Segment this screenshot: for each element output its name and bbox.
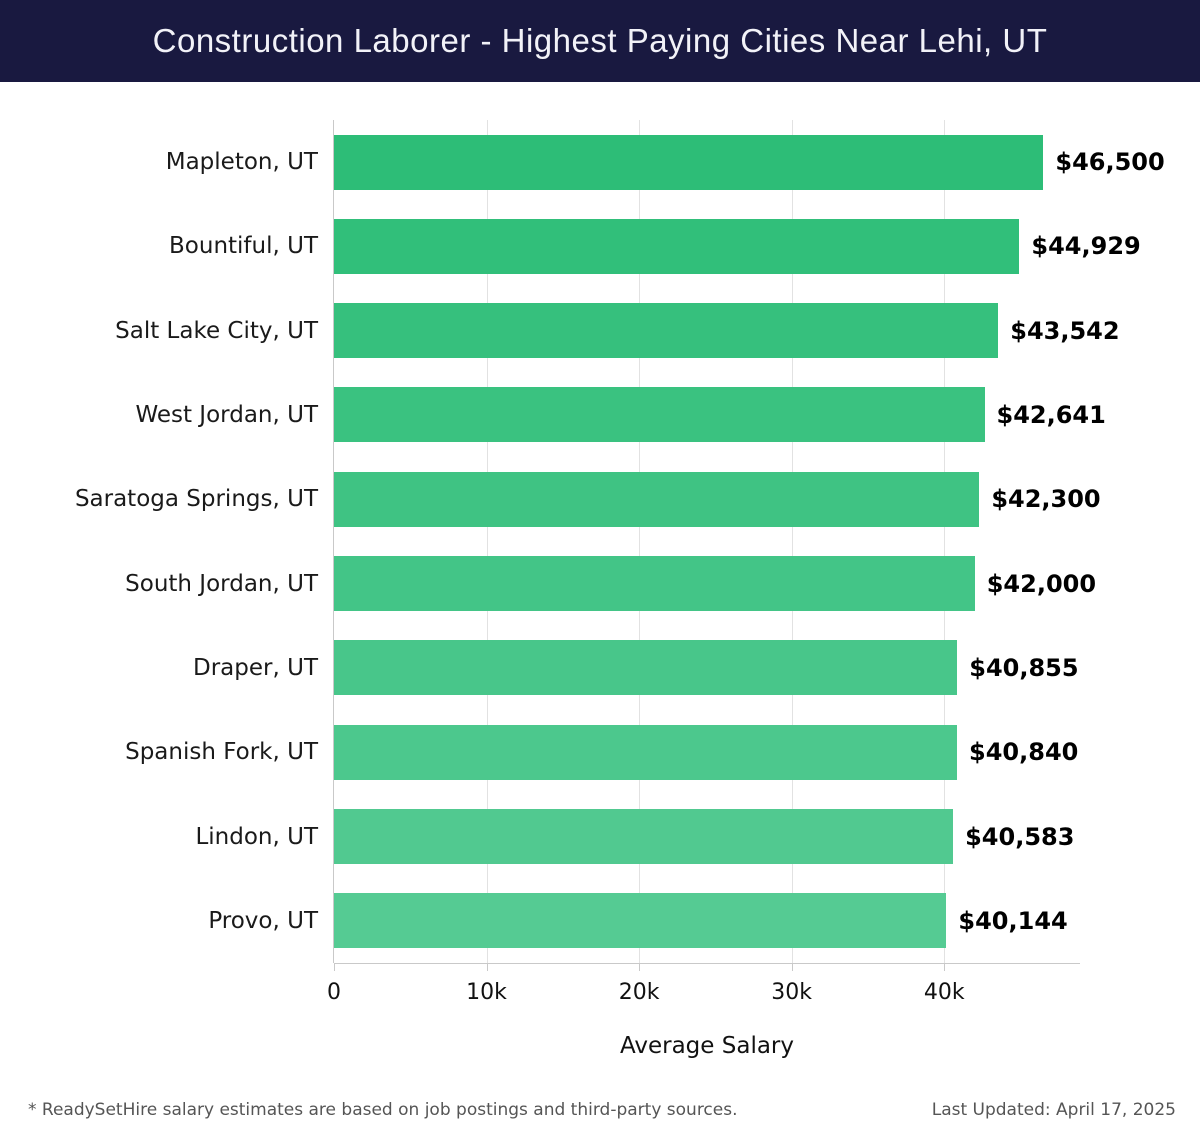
x-tick-mark — [334, 963, 335, 971]
value-label: $42,641 — [996, 401, 1106, 430]
bar — [334, 724, 958, 780]
value-label: $40,855 — [969, 653, 1079, 682]
bar-row: Provo, UT $40,144 — [0, 879, 1200, 963]
header-bar: Construction Laborer - Highest Paying Ci… — [0, 0, 1200, 82]
value-label: $43,542 — [1010, 316, 1120, 345]
category-label: South Jordan, UT — [125, 570, 318, 597]
value-label: $40,840 — [969, 738, 1079, 767]
category-label: Draper, UT — [193, 654, 318, 681]
x-axis-line — [334, 963, 1080, 964]
x-tick-label: 20k — [618, 980, 660, 1005]
bar — [334, 387, 985, 443]
category-label: Spanish Fork, UT — [125, 739, 318, 766]
value-label: $40,144 — [958, 906, 1068, 935]
x-tick-label: 40k — [923, 980, 965, 1005]
bar — [334, 808, 954, 864]
footer-last-updated: Last Updated: April 17, 2025 — [931, 1100, 1176, 1120]
value-label: $46,500 — [1055, 148, 1165, 177]
bar — [334, 218, 1020, 274]
bar — [334, 640, 958, 696]
value-label: $40,583 — [965, 822, 1075, 851]
x-tick-label: 0 — [327, 980, 341, 1005]
y-axis-line — [333, 120, 334, 963]
bar-row: South Jordan, UT $42,000 — [0, 542, 1200, 626]
bar-row: Spanish Fork, UT $40,840 — [0, 710, 1200, 794]
bar — [334, 303, 999, 359]
bar-row: Mapleton, UT $46,500 — [0, 120, 1200, 204]
category-label: Salt Lake City, UT — [115, 317, 318, 344]
bar-row: Lindon, UT $40,583 — [0, 794, 1200, 878]
value-label: $42,000 — [986, 569, 1097, 598]
bar-row: West Jordan, UT $42,641 — [0, 373, 1200, 457]
x-tick-mark — [791, 963, 793, 971]
x-tick-mark — [486, 963, 488, 971]
bar-row: Salt Lake City, UT $43,542 — [0, 289, 1200, 373]
x-tick-label: 30k — [771, 980, 813, 1005]
bar-row: Bountiful, UT $44,929 — [0, 204, 1200, 288]
bar — [334, 134, 1044, 190]
footer-disclaimer: * ReadySetHire salary estimates are base… — [28, 1100, 738, 1120]
chart-title: Construction Laborer - Highest Paying Ci… — [152, 22, 1048, 59]
bar — [334, 471, 980, 527]
bar — [334, 893, 947, 949]
bar — [334, 556, 975, 611]
bar-row: Draper, UT $40,855 — [0, 626, 1200, 710]
gridline-30k — [791, 120, 793, 963]
gridline-40k — [944, 120, 946, 963]
x-tick-mark — [639, 963, 641, 971]
category-label: West Jordan, UT — [135, 402, 318, 429]
x-axis-title: Average Salary — [619, 1033, 794, 1059]
x-tick-label: 10k — [466, 980, 507, 1005]
category-label: Lindon, UT — [195, 823, 318, 850]
x-tick-mark — [944, 963, 946, 971]
category-label: Bountiful, UT — [169, 233, 318, 260]
value-label: $44,929 — [1031, 232, 1141, 261]
bar-row: Saratoga Springs, UT $42,300 — [0, 457, 1200, 541]
category-label: Mapleton, UT — [165, 149, 318, 176]
category-label: Saratoga Springs, UT — [74, 486, 318, 513]
value-label: $42,300 — [991, 485, 1101, 514]
gridline-10k — [486, 120, 488, 963]
gridline-20k — [639, 120, 641, 963]
category-label: Provo, UT — [208, 907, 318, 934]
